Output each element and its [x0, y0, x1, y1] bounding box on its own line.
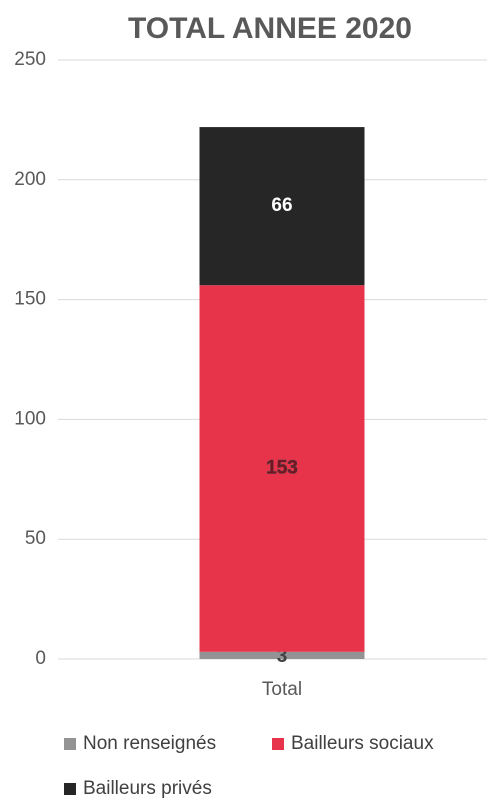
y-tick-label: 250 — [14, 49, 46, 70]
bar-segment — [199, 127, 365, 286]
data-label: 153 — [266, 458, 298, 479]
legend-swatch — [64, 738, 76, 750]
y-tick-label: 150 — [14, 289, 46, 310]
y-tick-label: 200 — [14, 169, 46, 190]
x-tick-label: Total — [262, 679, 302, 700]
bar-segment — [199, 651, 365, 659]
legend-swatch — [272, 738, 284, 750]
legend-label: Non renseignés — [83, 733, 216, 754]
y-tick-label: 50 — [25, 528, 46, 549]
y-tick-label: 0 — [35, 648, 46, 669]
chart-title: TOTAL ANNEE 2020 — [128, 12, 412, 45]
bar-segment — [199, 285, 365, 652]
legend-label: Bailleurs privés — [83, 778, 212, 799]
y-tick-label: 100 — [14, 408, 46, 429]
legend-swatch — [64, 783, 76, 795]
legend-label: Bailleurs sociaux — [291, 733, 434, 754]
data-label: 3 — [277, 646, 288, 667]
data-label: 66 — [271, 195, 292, 216]
